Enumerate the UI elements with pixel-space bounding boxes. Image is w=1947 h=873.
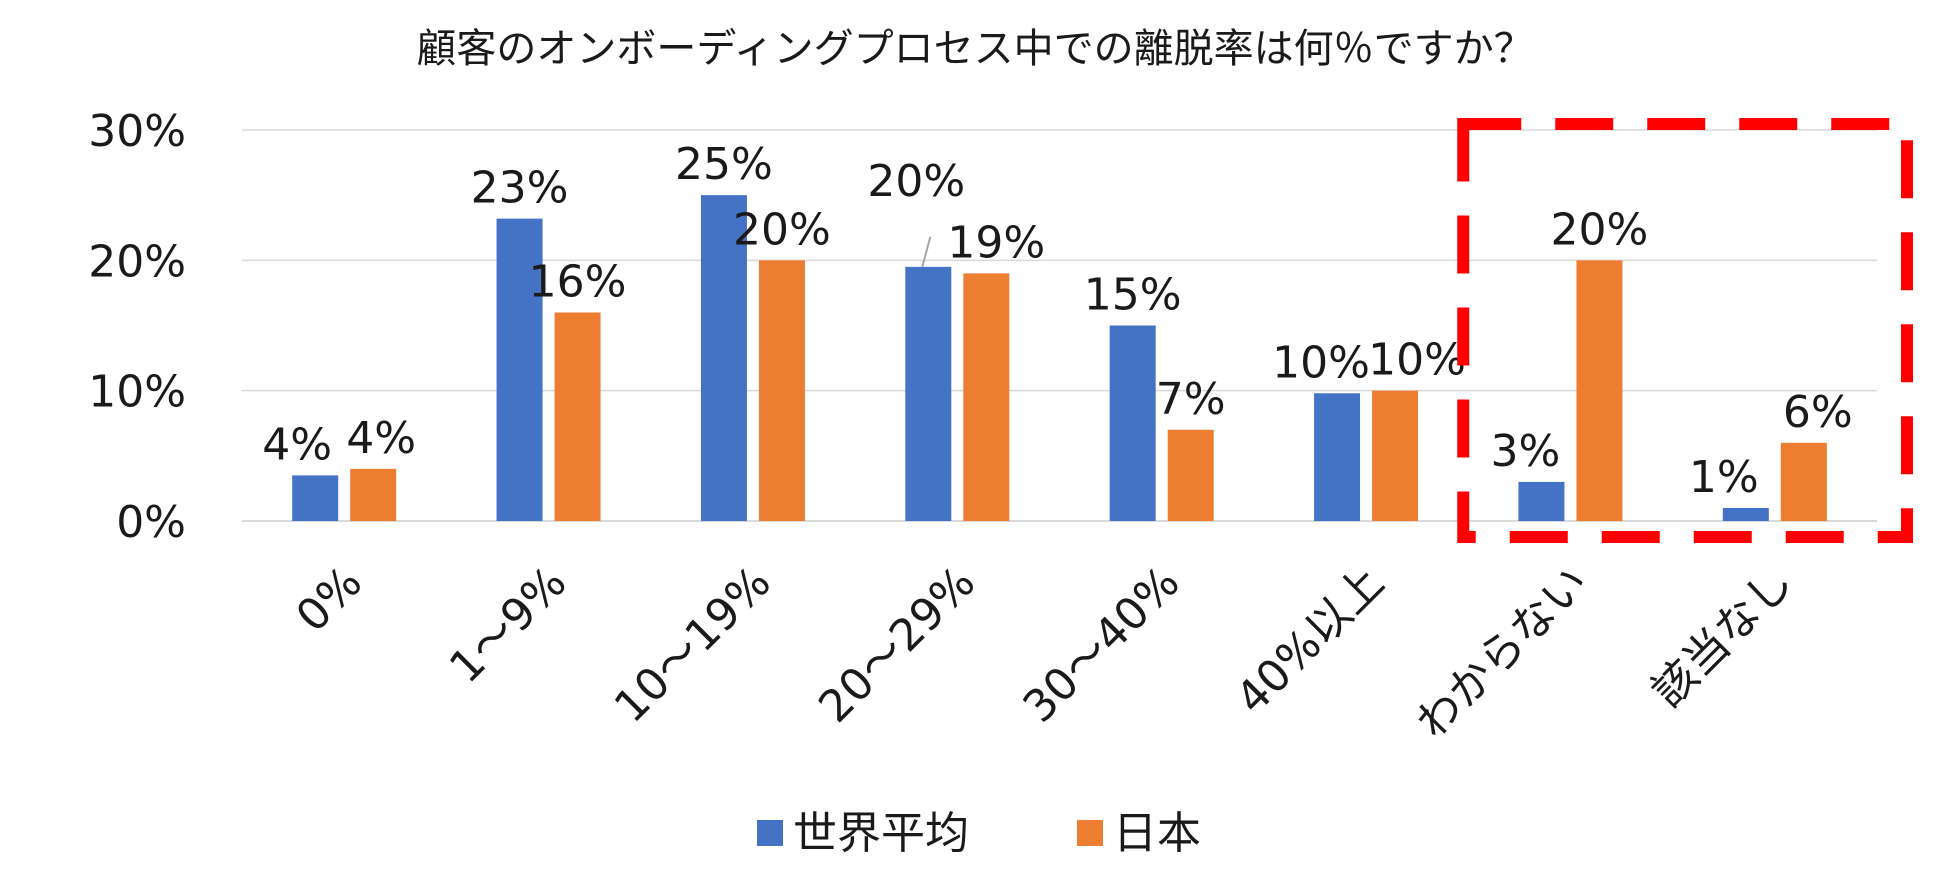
x-tick-label: 0% bbox=[287, 557, 372, 642]
data-label: 20% bbox=[1551, 204, 1649, 255]
chart-title: 顧客のオンボーディングプロセス中での離脱率は何％ですか？ bbox=[416, 26, 1533, 72]
bar-world bbox=[1518, 481, 1565, 521]
data-label: 6% bbox=[1783, 387, 1853, 438]
x-axis-ticks: 0% 1～9% 10～19% 20～29% 30～40% 40%以上 わからない 該当なし bbox=[287, 557, 1803, 749]
x-tick-label: 10～19% bbox=[605, 557, 781, 733]
data-label: 4% bbox=[262, 419, 332, 470]
bar-japan bbox=[350, 468, 397, 521]
y-axis-ticks: 0% 10% 20% 30% bbox=[88, 106, 186, 548]
legend-swatch bbox=[757, 820, 783, 846]
data-label: 20% bbox=[733, 204, 831, 255]
data-label: 20% bbox=[867, 156, 965, 207]
data-label: 10% bbox=[1368, 335, 1466, 386]
data-label: 19% bbox=[947, 217, 1045, 268]
legend-label: 日本 bbox=[1113, 808, 1201, 859]
bar-world bbox=[1722, 507, 1769, 521]
leader-line bbox=[921, 236, 932, 268]
highlight-box bbox=[1457, 118, 1913, 543]
x-tick-label: 20～29% bbox=[809, 557, 985, 733]
legend-label: 世界平均 bbox=[793, 808, 969, 859]
y-tick-label: 10% bbox=[88, 367, 186, 418]
data-labels: 4% 23% 25% 20% 15% 10% 3% 1% 4% 16% 20% 19% 7% 10% 20%… bbox=[262, 139, 1852, 503]
data-label: 3% bbox=[1491, 426, 1561, 477]
bar-world bbox=[700, 195, 747, 521]
bar-japan bbox=[1576, 260, 1623, 521]
y-tick-label: 20% bbox=[88, 236, 186, 287]
bars bbox=[292, 195, 1827, 522]
data-label: 1% bbox=[1689, 452, 1759, 503]
bar-japan bbox=[1780, 442, 1827, 521]
data-label: 4% bbox=[346, 413, 416, 464]
x-tick-label: 該当なし bbox=[1642, 557, 1803, 718]
y-tick-label: 30% bbox=[88, 106, 186, 157]
bar-japan bbox=[963, 273, 1010, 521]
highlight-dashed-box bbox=[1457, 118, 1913, 543]
bar-world bbox=[1314, 393, 1361, 521]
y-tick-label: 0% bbox=[116, 497, 186, 548]
data-label: 16% bbox=[529, 256, 627, 307]
data-label: 23% bbox=[471, 163, 569, 214]
bar-world bbox=[496, 218, 543, 522]
legend: 世界平均 日本 bbox=[757, 808, 1201, 859]
bar-japan bbox=[554, 312, 601, 521]
bar-world bbox=[1109, 325, 1156, 521]
bar-japan bbox=[1372, 390, 1419, 521]
data-label: 7% bbox=[1156, 374, 1226, 425]
data-label: 25% bbox=[675, 139, 773, 190]
bar-japan bbox=[1167, 429, 1214, 521]
x-tick-label: わからない bbox=[1407, 557, 1599, 749]
data-label: 10% bbox=[1272, 337, 1370, 388]
bar-world bbox=[292, 475, 339, 521]
bar-world bbox=[905, 266, 952, 521]
bar-japan bbox=[758, 260, 805, 521]
data-label: 15% bbox=[1084, 270, 1182, 321]
x-tick-label: 40%以上 bbox=[1226, 557, 1393, 724]
legend-swatch bbox=[1077, 820, 1103, 846]
x-tick-label: 30～40% bbox=[1014, 557, 1190, 733]
x-tick-label: 1～9% bbox=[440, 557, 576, 693]
